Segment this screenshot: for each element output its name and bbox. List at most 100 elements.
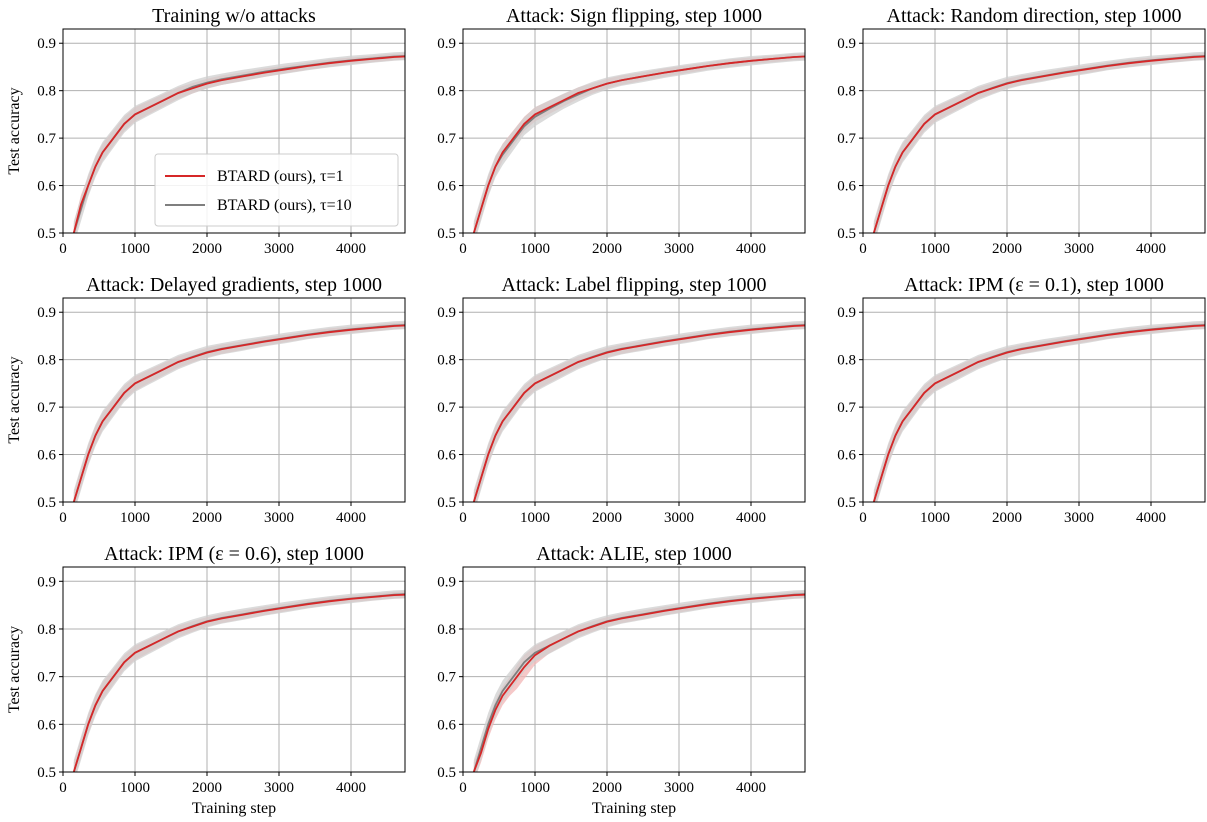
x-tick-label: 3000 <box>264 510 294 526</box>
axes-frame <box>862 297 1206 503</box>
y-axis-label: Test accuracy <box>6 87 23 174</box>
x-tick-label: 3000 <box>664 510 694 526</box>
x-tick-label: 3000 <box>664 241 694 257</box>
x-tick-label: 1000 <box>520 510 550 526</box>
x-tick-label: 1000 <box>120 510 150 526</box>
panel-title: Attack: Sign flipping, step 1000 <box>506 5 762 27</box>
series-1-line <box>72 593 405 772</box>
y-tick-label: 0.9 <box>837 36 856 52</box>
panel-8: 0 1000 2000 3000 4000 0.5 0.6 0.7 0.8 0.9 Attack: … <box>437 543 806 817</box>
y-tick-label: 0.6 <box>837 448 856 464</box>
y-tick-label: 0.8 <box>37 84 56 100</box>
series-1-line <box>472 324 805 502</box>
panel-4: 0 1000 2000 3000 4000 0.5 0.6 0.7 0.8 0.9 Attack: … <box>6 274 406 526</box>
series-1-line <box>872 55 1205 233</box>
series-2-line <box>872 55 1205 233</box>
plot-area <box>472 589 805 772</box>
axes-frame <box>862 28 1206 234</box>
y-tick-label: 0.9 <box>37 305 56 321</box>
x-tick-label: 3000 <box>264 780 294 796</box>
x-axis-label: Training step <box>192 800 276 817</box>
x-tick-label: 0 <box>459 510 467 526</box>
axes-frame <box>462 28 806 234</box>
x-tick-label: 1000 <box>920 241 950 257</box>
x-tick-label: 3000 <box>1064 241 1094 257</box>
plot-area <box>72 589 405 772</box>
plot-area <box>472 52 805 233</box>
series-2-band <box>473 320 805 502</box>
y-tick-label: 0.6 <box>37 717 56 733</box>
x-tick-label: 1000 <box>520 241 550 257</box>
panel-2: 0 1000 2000 3000 4000 0.5 0.6 0.7 0.8 0.9 Attack: … <box>437 5 806 257</box>
y-tick-label: 0.8 <box>437 353 456 369</box>
x-tick-label: 0 <box>859 510 867 526</box>
axes-frame <box>62 28 406 234</box>
series-2-band <box>473 52 805 233</box>
panel-title: Attack: ALIE, step 1000 <box>536 543 732 565</box>
axes-frame <box>62 566 406 773</box>
x-tick-label: 0 <box>459 241 467 257</box>
legend-label-1: BTARD (ours), τ=1 <box>217 168 344 185</box>
y-tick-label: 0.5 <box>437 495 456 511</box>
y-tick-label: 0.7 <box>37 400 56 416</box>
y-tick-label: 0.9 <box>437 305 456 321</box>
x-tick-label: 4000 <box>336 241 366 257</box>
panel-5: 0 1000 2000 3000 4000 0.5 0.6 0.7 0.8 0.9 Attack: … <box>437 274 806 526</box>
axes-frame <box>462 297 806 503</box>
x-tick-label: 2000 <box>592 510 622 526</box>
plot-area <box>72 51 405 233</box>
y-tick-label: 0.7 <box>837 400 856 416</box>
series-2-band <box>873 51 1205 233</box>
y-tick-label: 0.8 <box>837 353 856 369</box>
panel-7: 0 1000 2000 3000 4000 0.5 0.6 0.7 0.8 0.9 Attack: … <box>6 543 406 817</box>
series-1-line <box>72 324 405 502</box>
x-axis-label: Training step <box>592 800 676 817</box>
x-tick-label: 4000 <box>736 241 766 257</box>
panel-3: 0 1000 2000 3000 4000 0.5 0.6 0.7 0.8 0.9 Attack: … <box>837 5 1206 257</box>
panel-6: 0 1000 2000 3000 4000 0.5 0.6 0.7 0.8 0.9 Attack: … <box>837 274 1206 526</box>
x-tick-label: 1000 <box>920 510 950 526</box>
series-1-line <box>472 55 805 233</box>
y-tick-label: 0.5 <box>37 765 56 781</box>
y-tick-label: 0.9 <box>37 36 56 52</box>
y-tick-label: 0.8 <box>837 84 856 100</box>
x-tick-label: 3000 <box>264 241 294 257</box>
y-tick-label: 0.5 <box>37 226 56 242</box>
y-tick-label: 0.6 <box>37 179 56 195</box>
series-2-band <box>473 589 805 772</box>
x-tick-label: 1000 <box>520 780 550 796</box>
series-2-band <box>73 51 405 233</box>
y-tick-label: 0.6 <box>437 717 456 733</box>
y-tick-label: 0.7 <box>437 670 456 686</box>
plot-area <box>472 320 805 502</box>
panel-1: 0 1000 2000 3000 4000 0.5 0.6 0.7 0.8 0.9 Training… <box>6 5 406 257</box>
x-tick-label: 1000 <box>120 780 150 796</box>
series-2-band <box>73 589 405 772</box>
series-1-line <box>72 55 405 233</box>
x-tick-label: 2000 <box>592 780 622 796</box>
panel-title: Attack: Label flipping, step 1000 <box>502 274 767 296</box>
x-tick-label: 2000 <box>192 780 222 796</box>
x-tick-label: 2000 <box>192 241 222 257</box>
y-tick-label: 0.6 <box>437 448 456 464</box>
y-tick-label: 0.8 <box>437 84 456 100</box>
series-2-line <box>72 593 405 772</box>
y-tick-label: 0.8 <box>437 622 456 638</box>
legend: BTARD (ours), τ=1 BTARD (ours), τ=10 <box>154 153 399 227</box>
y-axis-label: Test accuracy <box>6 626 23 713</box>
series-2-line <box>472 55 805 233</box>
x-tick-label: 0 <box>459 780 467 796</box>
y-tick-label: 0.6 <box>837 179 856 195</box>
panel-title: Attack: IPM (ε = 0.6), step 1000 <box>104 543 364 565</box>
series-2-line <box>72 324 405 502</box>
x-tick-label: 0 <box>59 780 67 796</box>
y-tick-label: 0.5 <box>837 226 856 242</box>
x-tick-label: 1000 <box>120 241 150 257</box>
axes-frame <box>462 566 806 773</box>
x-tick-label: 4000 <box>1136 510 1166 526</box>
x-tick-label: 4000 <box>736 510 766 526</box>
panel-title: Attack: Delayed gradients, step 1000 <box>86 274 382 296</box>
series-2-line <box>872 324 1205 502</box>
y-tick-label: 0.7 <box>37 670 56 686</box>
y-tick-label: 0.6 <box>437 179 456 195</box>
